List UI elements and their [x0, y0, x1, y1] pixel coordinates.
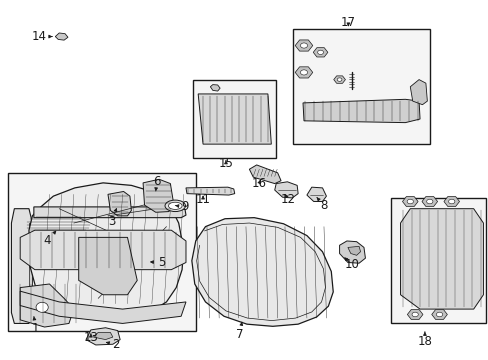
Ellipse shape [426, 199, 432, 204]
Polygon shape [20, 230, 185, 270]
Polygon shape [295, 67, 312, 78]
Ellipse shape [42, 216, 74, 234]
Polygon shape [20, 284, 74, 327]
Text: 7: 7 [235, 322, 243, 341]
Ellipse shape [300, 70, 307, 75]
Polygon shape [407, 310, 422, 319]
Polygon shape [29, 183, 183, 319]
Text: 12: 12 [280, 193, 295, 206]
Ellipse shape [411, 312, 417, 317]
Polygon shape [333, 76, 345, 83]
Text: 4: 4 [43, 231, 56, 247]
Text: 2: 2 [106, 338, 120, 351]
Polygon shape [143, 179, 173, 212]
Polygon shape [93, 332, 113, 339]
Polygon shape [347, 246, 360, 255]
Bar [8, 173, 195, 330]
Ellipse shape [300, 43, 307, 48]
Polygon shape [421, 197, 437, 207]
Text: 18: 18 [417, 332, 431, 348]
Text: 17: 17 [340, 16, 355, 29]
Text: 14: 14 [31, 30, 52, 43]
Polygon shape [303, 99, 419, 123]
Ellipse shape [447, 199, 454, 204]
Ellipse shape [168, 202, 182, 210]
Polygon shape [108, 192, 131, 216]
Text: 11: 11 [195, 193, 210, 206]
Ellipse shape [337, 78, 341, 81]
Text: 5: 5 [150, 256, 165, 269]
Polygon shape [185, 187, 234, 195]
Text: 10: 10 [344, 258, 359, 271]
Polygon shape [198, 94, 271, 144]
Polygon shape [20, 291, 185, 323]
Polygon shape [249, 165, 281, 184]
Polygon shape [34, 207, 185, 218]
Polygon shape [138, 250, 165, 268]
Polygon shape [409, 80, 427, 105]
Polygon shape [431, 310, 447, 319]
Ellipse shape [164, 200, 185, 212]
Ellipse shape [36, 302, 48, 312]
Polygon shape [11, 209, 32, 323]
Polygon shape [79, 237, 137, 295]
Polygon shape [313, 48, 327, 57]
Polygon shape [274, 182, 298, 198]
Bar [193, 80, 276, 158]
Polygon shape [402, 197, 417, 207]
Polygon shape [400, 209, 483, 309]
Text: 13: 13 [83, 330, 98, 343]
Ellipse shape [407, 199, 412, 204]
Polygon shape [191, 218, 332, 326]
Polygon shape [86, 328, 120, 345]
Text: 6: 6 [153, 175, 160, 191]
Polygon shape [339, 241, 365, 263]
Text: 15: 15 [218, 157, 233, 170]
Polygon shape [55, 33, 68, 40]
Text: 8: 8 [316, 198, 326, 212]
Polygon shape [443, 197, 459, 207]
Bar [390, 198, 485, 323]
Text: 3: 3 [108, 208, 117, 228]
Ellipse shape [317, 50, 323, 54]
Polygon shape [306, 187, 326, 202]
Bar [293, 30, 429, 144]
Polygon shape [210, 85, 220, 91]
Text: 16: 16 [251, 177, 266, 190]
Polygon shape [29, 223, 32, 309]
Ellipse shape [435, 312, 442, 317]
Polygon shape [295, 40, 312, 51]
Text: 9: 9 [175, 201, 188, 213]
Text: 1: 1 [32, 317, 40, 335]
